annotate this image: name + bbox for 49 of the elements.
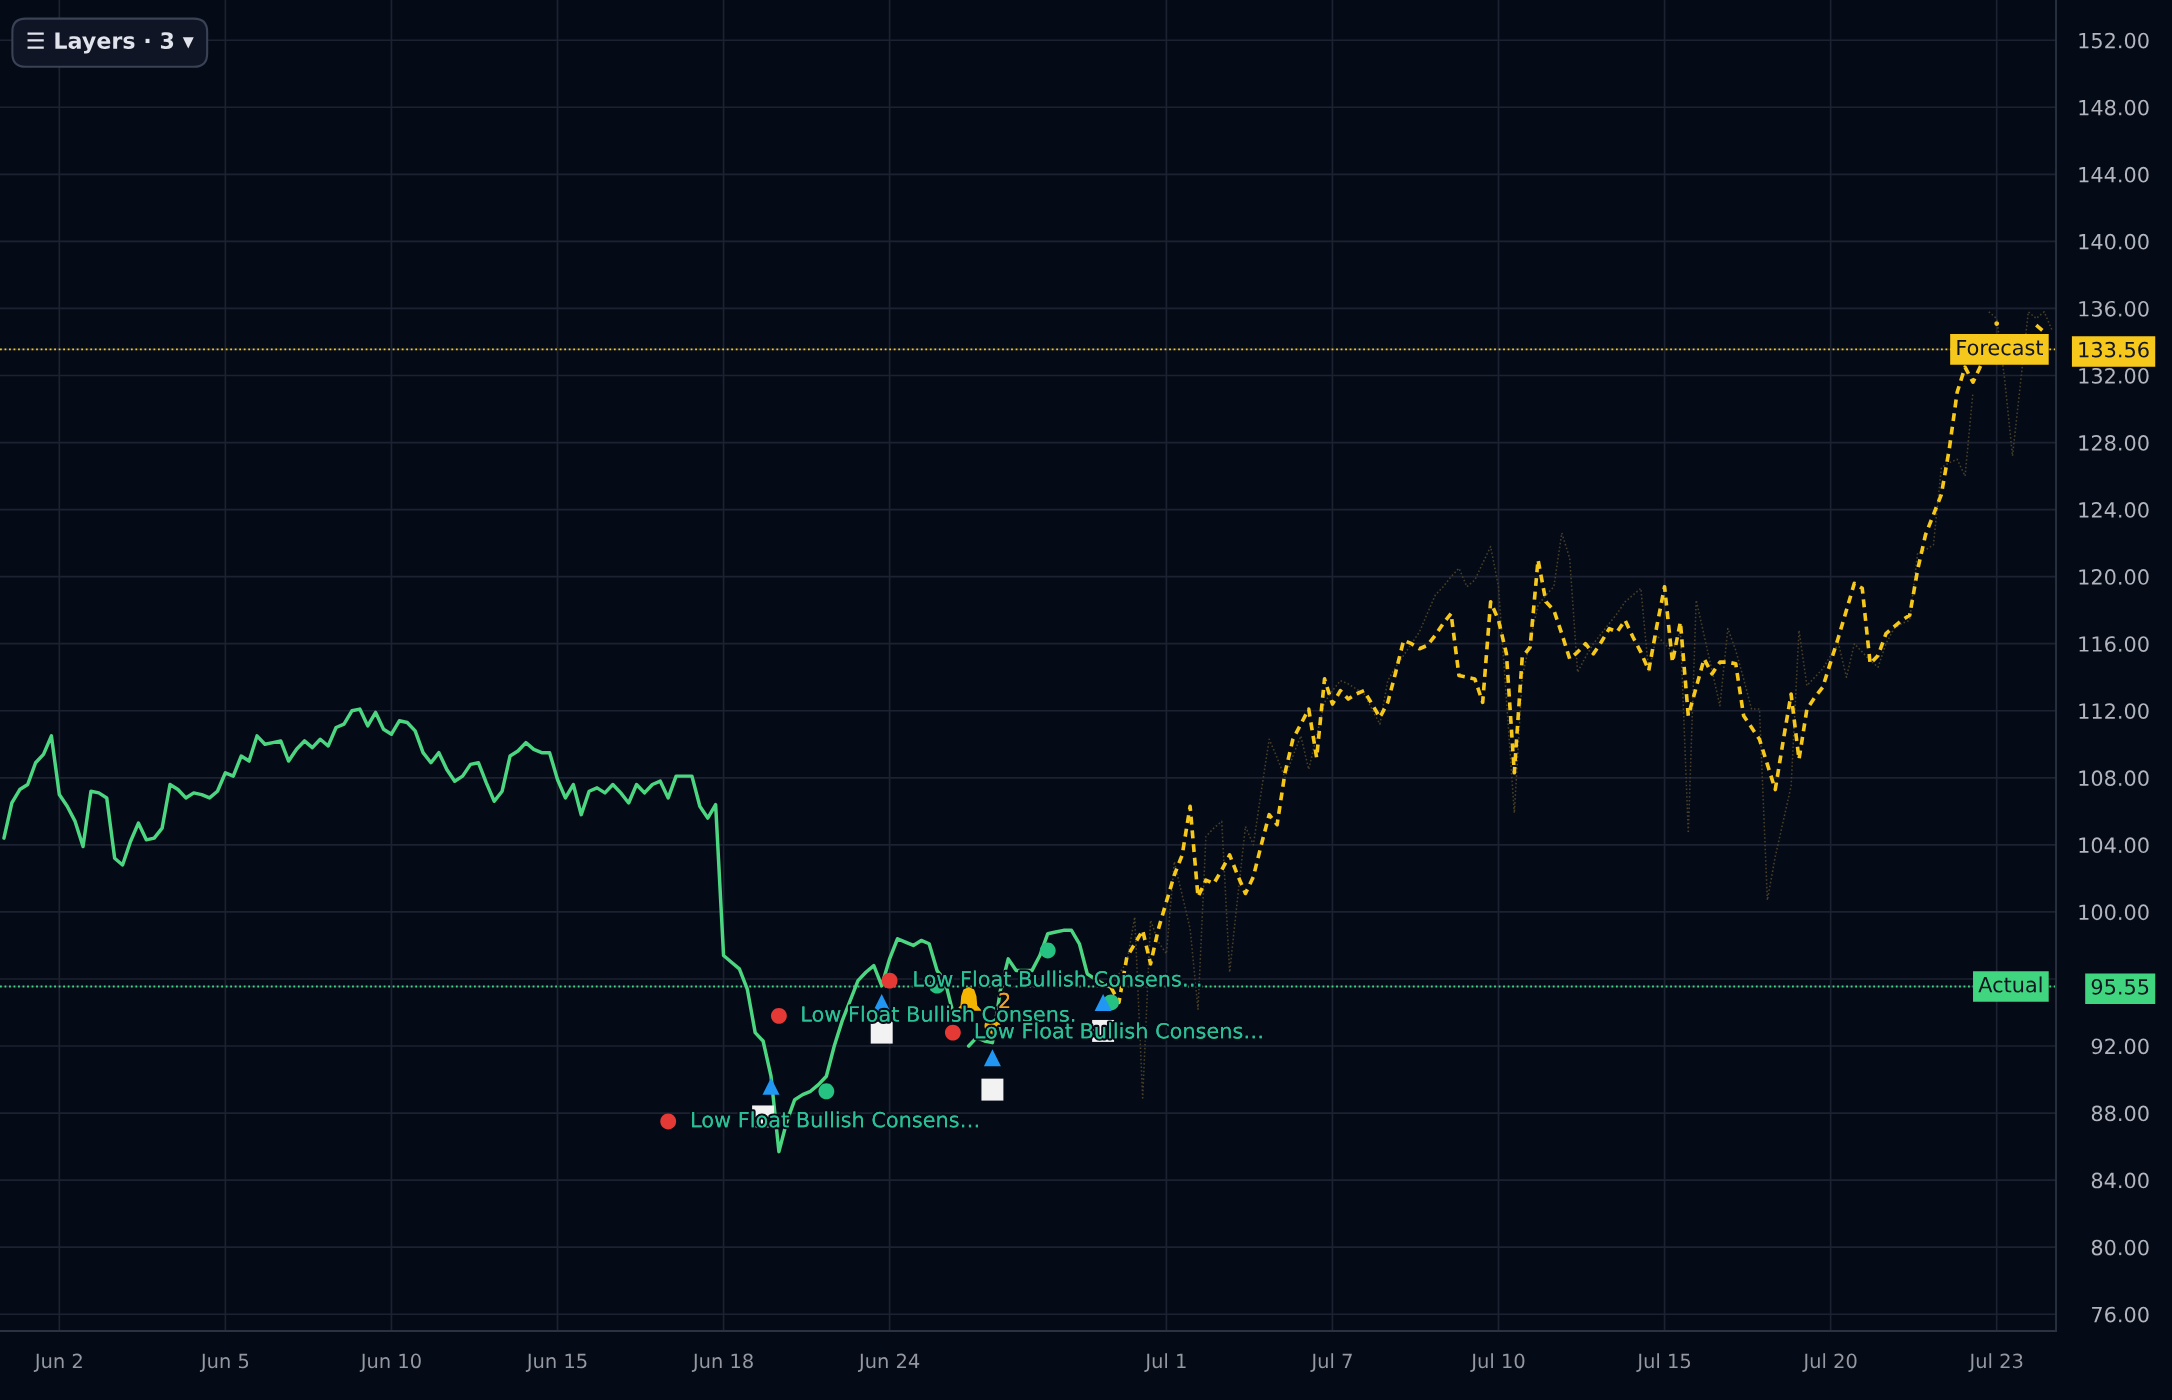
y-tick-label: 88.00 (2091, 1105, 2149, 1122)
y-tick-label: 124.00 (2079, 502, 2149, 518)
y-tick-label: 104.00 (2079, 837, 2149, 854)
y-tick-label: 120.00 (2079, 569, 2149, 585)
y-tick-label: 108.00 (2079, 770, 2149, 787)
y-tick-label: 148.00 (2079, 99, 2149, 116)
point (818, 1083, 835, 1100)
x-tick-label: Jul 10 (1470, 1353, 1525, 1372)
point (660, 1113, 677, 1130)
x-tick-label: Jul 15 (1636, 1353, 1691, 1372)
point (1994, 321, 2000, 326)
x-tick-label: Jul 1 (1144, 1353, 1186, 1372)
y-tick-label: 144.00 (2079, 166, 2149, 183)
y-tick-label: 128.00 (2079, 435, 2149, 451)
x-tick-label: Jul 7 (1310, 1353, 1352, 1372)
ref-line-label: Forecast (1957, 339, 2043, 356)
annotation: ☰ Layers · 3 ▾ (27, 32, 194, 54)
y-tick-label: 132.00 (2079, 367, 2149, 384)
x-tick-label: Jun 24 (857, 1353, 920, 1372)
x-tick-label: Jun 15 (525, 1353, 587, 1372)
point (983, 1049, 1001, 1067)
y-tick-label: 80.00 (2091, 1239, 2149, 1256)
ref-line-label: Actual (1978, 976, 2042, 993)
point (981, 1078, 1004, 1101)
point (1094, 993, 1112, 1011)
y-tick-label: 133.56 (2079, 341, 2149, 358)
y-tick-label: 84.00 (2091, 1172, 2149, 1189)
point (770, 1007, 787, 1024)
y-tick-label: 92.00 (2091, 1038, 2149, 1055)
point (870, 1021, 893, 1044)
x-tick-label: Jul 23 (1968, 1353, 2023, 1372)
x-tick-label: Jul 20 (1802, 1353, 1857, 1372)
x-tick-label: Jun 18 (691, 1353, 753, 1372)
y-tick-label: 140.00 (2079, 233, 2149, 250)
y-tick-label: 95.55 (2091, 978, 2149, 995)
point (1039, 942, 1056, 959)
y-tick-label: 76.00 (2092, 1306, 2149, 1323)
x-tick-label: Jun 2 (33, 1353, 82, 1372)
point (762, 1077, 780, 1095)
y-tick-label: 152.00 (2079, 32, 2149, 49)
y-tick-label: 116.00 (2079, 636, 2149, 652)
x-tick-label: Jun 5 (199, 1353, 249, 1372)
point (944, 1024, 961, 1041)
y-tick-label: 136.00 (2079, 300, 2149, 317)
y-tick-label: 100.00 (2079, 904, 2149, 921)
annotation: Low Float Bullish Consens… (692, 1111, 979, 1128)
point (881, 972, 898, 989)
x-tick-label: Jun 10 (359, 1353, 421, 1372)
y-tick-label: 112.00 (2079, 703, 2149, 719)
